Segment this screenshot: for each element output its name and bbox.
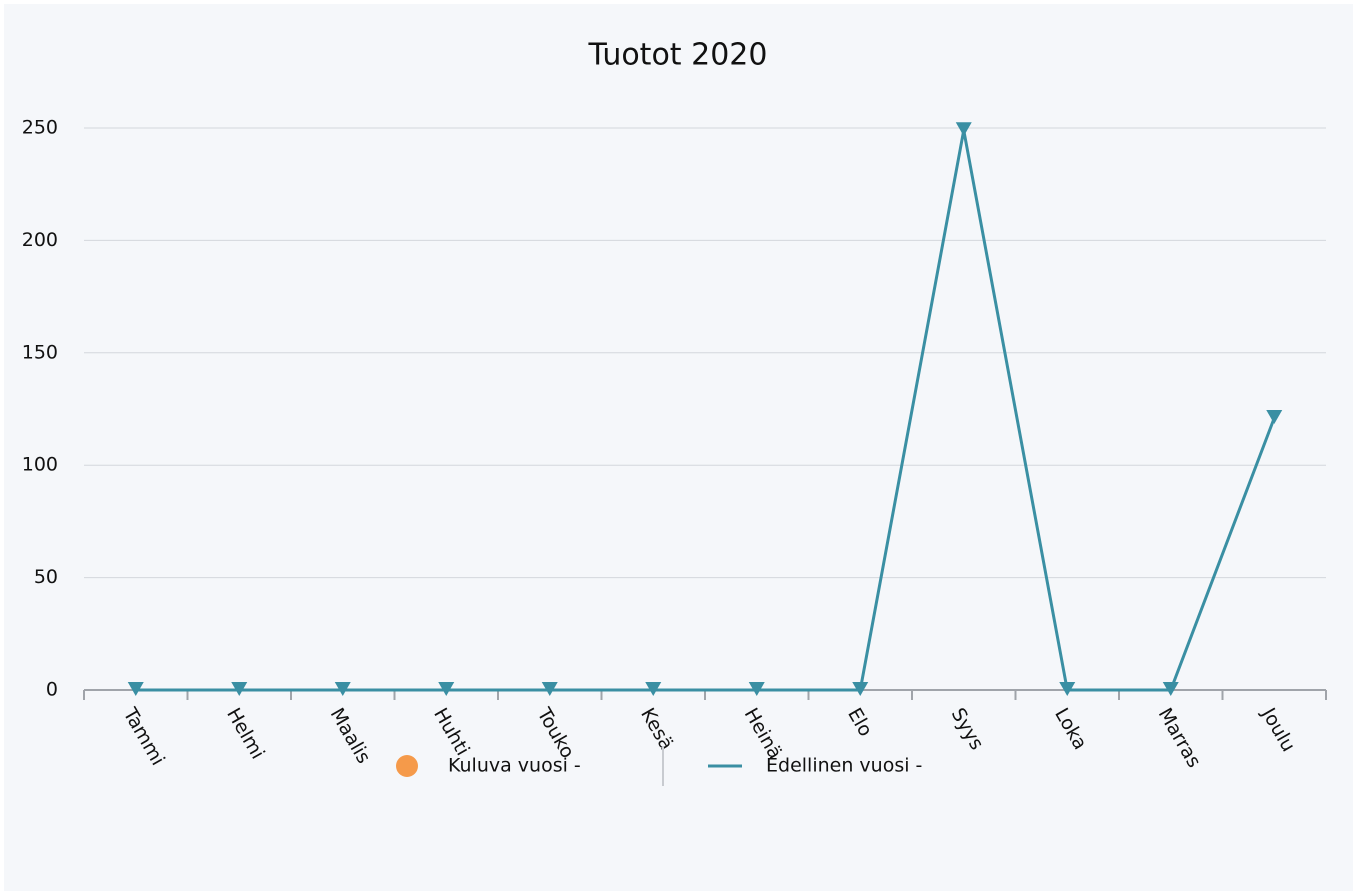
y-tick-label: 0 bbox=[46, 679, 58, 701]
legend-label: Edellinen vuosi - bbox=[766, 755, 922, 777]
marker bbox=[1266, 409, 1283, 424]
legend-label: Kuluva vuosi - bbox=[448, 755, 581, 777]
marker bbox=[438, 682, 455, 696]
marker bbox=[955, 122, 972, 137]
chart-title: Tuotot 2020 bbox=[588, 38, 768, 73]
background bbox=[4, 4, 1353, 891]
y-tick-label: 200 bbox=[22, 229, 58, 251]
marker bbox=[334, 682, 351, 696]
marker bbox=[541, 682, 558, 696]
y-tick-label: 150 bbox=[22, 341, 58, 363]
marker bbox=[852, 682, 869, 696]
y-tick-label: 50 bbox=[34, 566, 58, 588]
marker bbox=[645, 682, 662, 696]
y-tick-label: 100 bbox=[22, 454, 58, 476]
y-tick-label: 250 bbox=[22, 117, 58, 139]
series-line bbox=[135, 129, 1276, 692]
marker bbox=[127, 682, 144, 696]
legend-marker bbox=[396, 755, 418, 777]
marker bbox=[1162, 682, 1179, 696]
marker bbox=[748, 682, 765, 696]
marker bbox=[231, 682, 248, 696]
marker bbox=[1059, 682, 1076, 696]
